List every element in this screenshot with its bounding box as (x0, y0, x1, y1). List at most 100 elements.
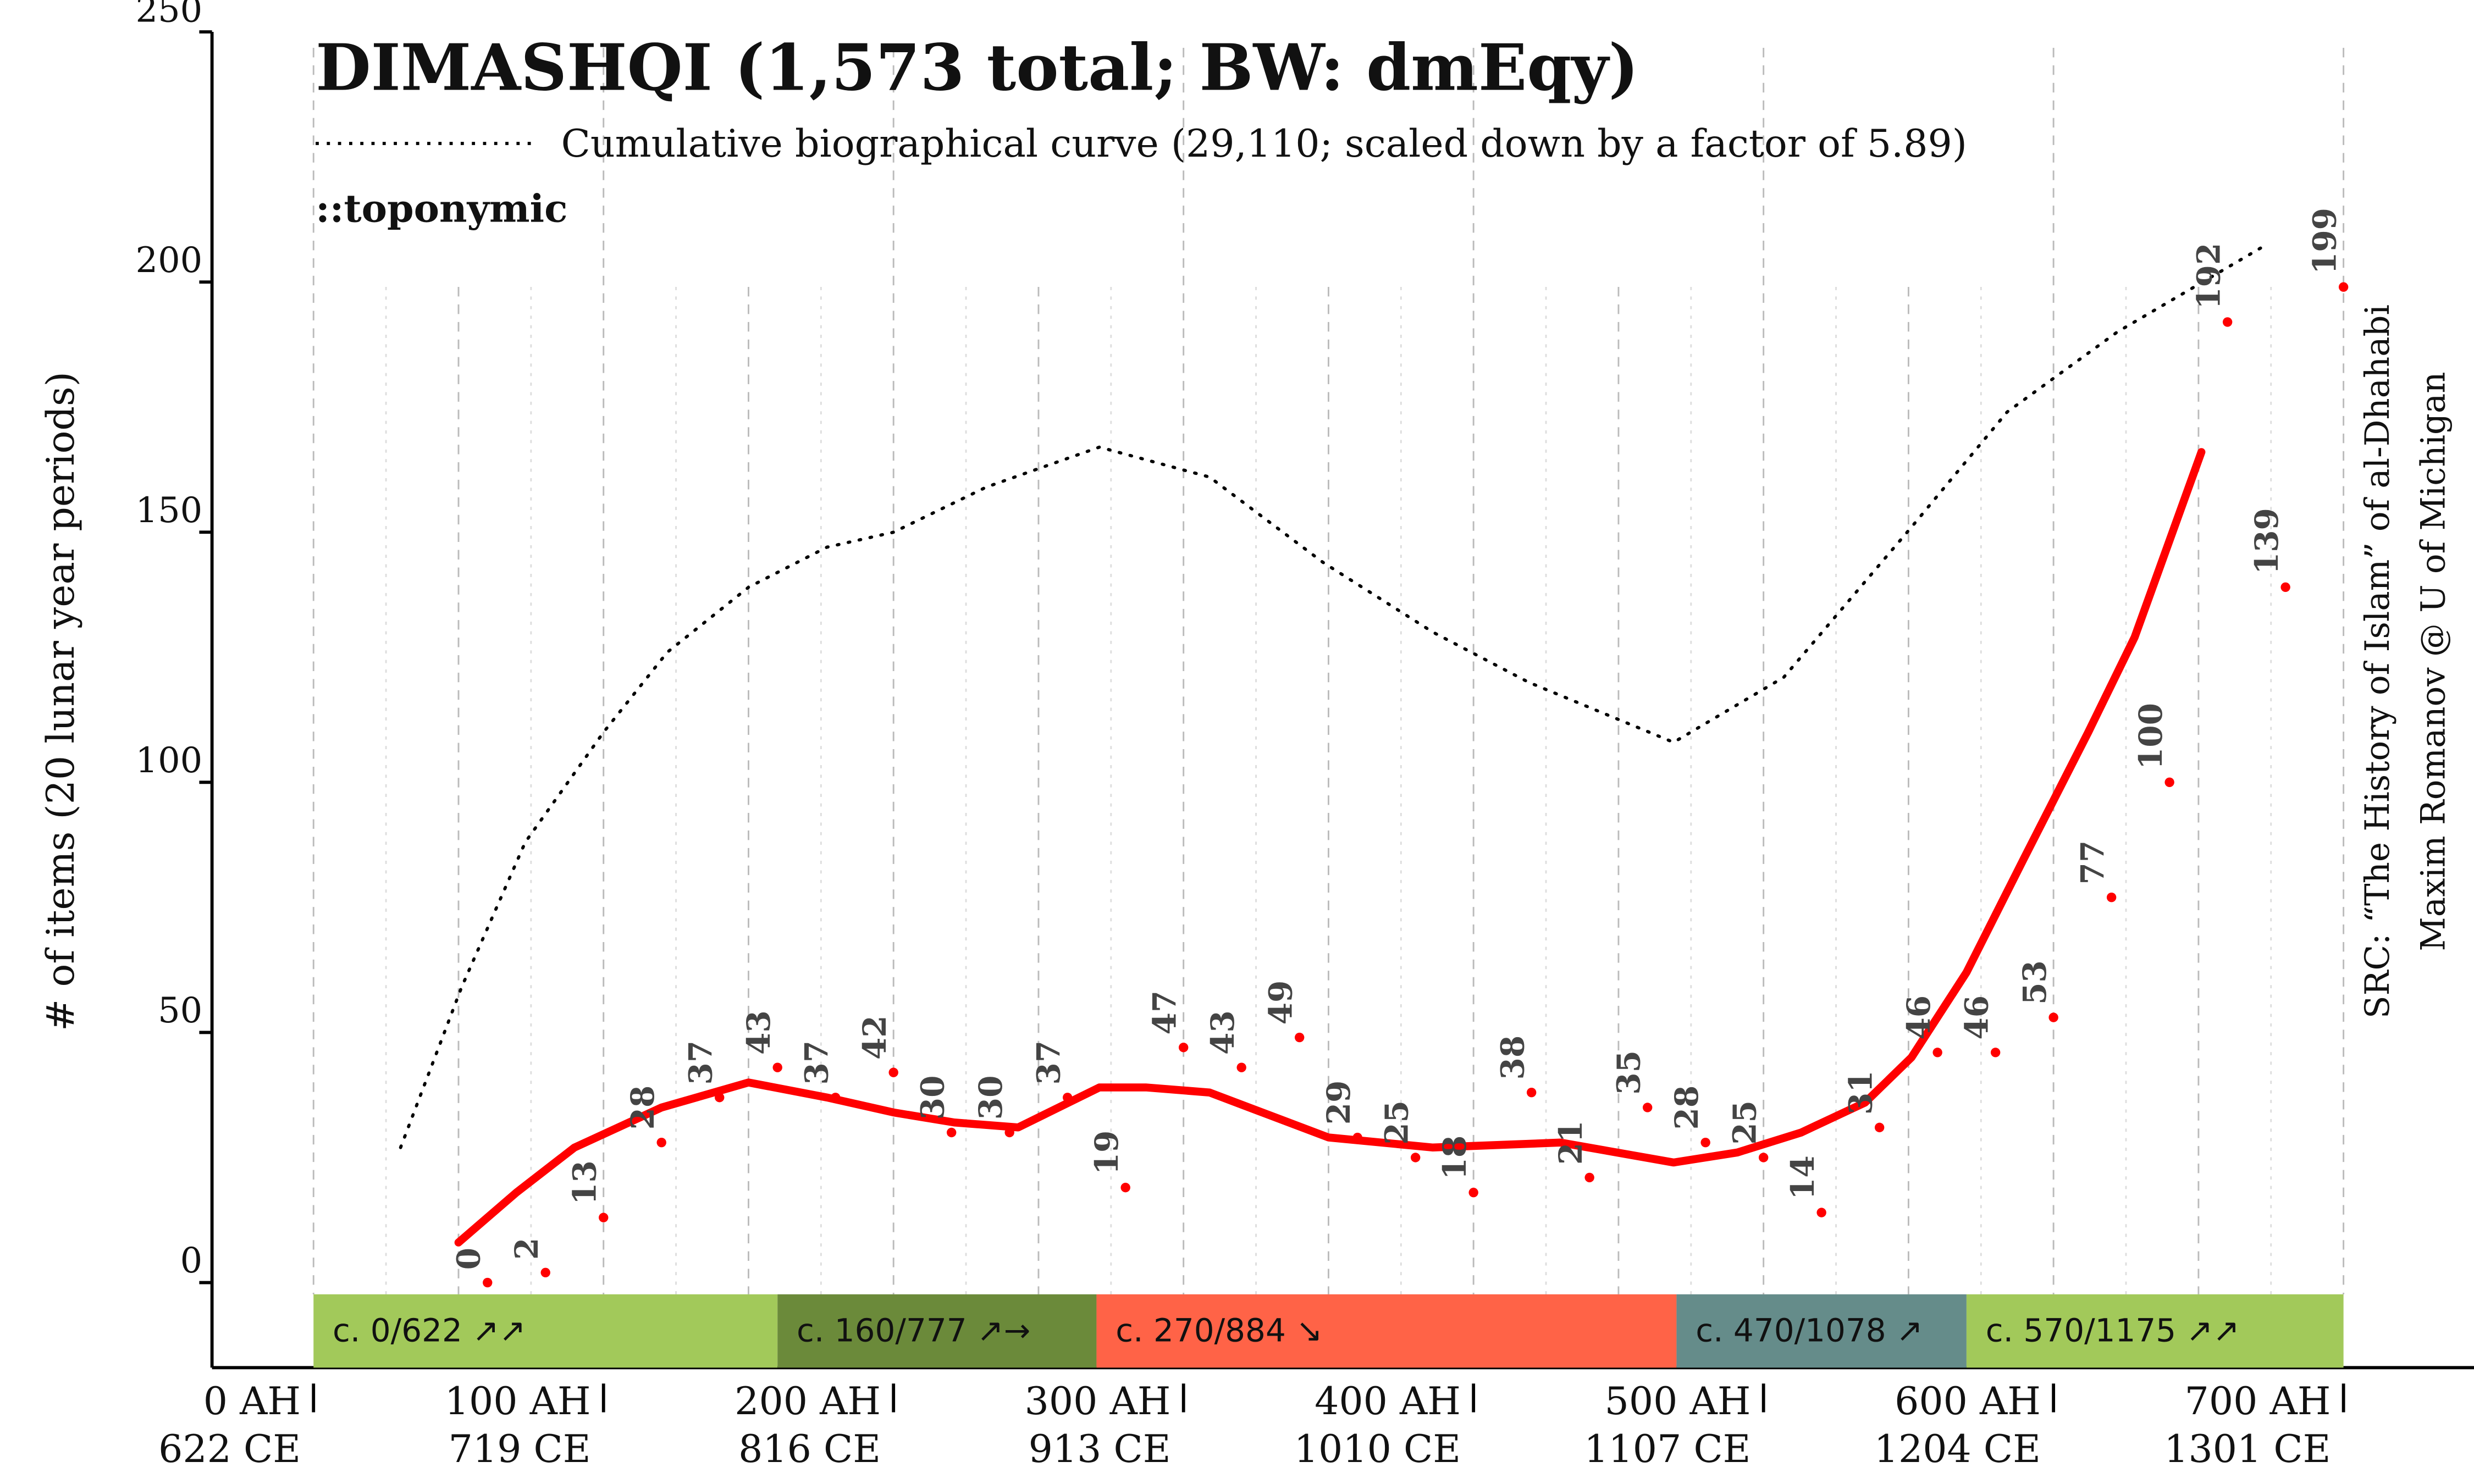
data-label: 192 (2190, 243, 2228, 309)
x-tick-label: 300 AH (1025, 1379, 1171, 1424)
data-point (1004, 1127, 1014, 1138)
x-tick-sublabel: 1204 CE (1874, 1427, 2041, 1471)
x-tick-label: 200 AH (735, 1379, 881, 1424)
x-tick-label: 400 AH (1315, 1379, 1461, 1424)
data-label: 37 (1030, 1040, 1068, 1085)
x-tick-label: 500 AH (1605, 1379, 1751, 1424)
data-label: 47 (1146, 990, 1184, 1035)
x-tick-sublabel: 1301 CE (2164, 1427, 2331, 1471)
data-label: 38 (1494, 1036, 1532, 1080)
x-tick-sublabel: 816 CE (738, 1427, 881, 1471)
data-label: 18 (1436, 1136, 1473, 1180)
data-point (831, 1093, 841, 1103)
data-label: 28 (1668, 1086, 1705, 1130)
data-point (2048, 1012, 2058, 1022)
period-label: c. 470/1078 ↗ (1696, 1312, 1923, 1349)
data-point (1120, 1182, 1130, 1193)
legend-label: Cumulative biographical curve (29,110; s… (561, 121, 1967, 166)
y-axis-label: # of items (20 lunar year periods) (38, 372, 83, 1031)
data-label: 14 (1784, 1155, 1821, 1200)
data-label: 35 (1610, 1050, 1648, 1095)
data-point (1236, 1062, 1246, 1072)
period-band (1096, 1294, 1677, 1368)
data-point (2338, 282, 2349, 292)
period-label: c. 270/884 ↘ (1115, 1312, 1323, 1349)
data-label: 25 (1726, 1100, 1764, 1145)
data-point (483, 1277, 493, 1288)
y-tick-label: 50 (158, 990, 202, 1031)
source-note: SRC: “The History of Islam” of al-Dhahab… (2358, 304, 2397, 1018)
data-point (2106, 892, 2117, 902)
data-label: 13 (566, 1160, 604, 1205)
x-tick-sublabel: 913 CE (1029, 1427, 1171, 1471)
x-tick-label: 0 AH (203, 1379, 301, 1424)
data-label: 43 (1204, 1010, 1241, 1055)
data-label: 31 (1842, 1070, 1880, 1115)
data-label: 77 (2074, 840, 2112, 885)
data-point (1468, 1188, 1478, 1198)
author-note: Maxim Romanov @ U of Michigan (2414, 372, 2453, 951)
data-point (1584, 1172, 1594, 1183)
data-label: 42 (856, 1015, 893, 1060)
data-point (1642, 1103, 1653, 1112)
data-point (1816, 1208, 1826, 1217)
data-label: 28 (624, 1086, 661, 1130)
data-label: 37 (798, 1040, 836, 1085)
data-label: 19 (1088, 1131, 1125, 1175)
data-point (1410, 1153, 1421, 1162)
period-band (777, 1294, 1097, 1368)
period-band (1676, 1294, 1967, 1368)
data-label: 139 (2248, 508, 2285, 574)
data-label: 53 (2016, 960, 2053, 1005)
data-label: 199 (2306, 208, 2344, 274)
data-point (540, 1267, 550, 1278)
data-label: 43 (740, 1010, 777, 1055)
data-label: 0 (450, 1248, 488, 1270)
x-tick-label: 600 AH (1895, 1379, 2041, 1424)
data-point (2164, 777, 2174, 788)
period-label: c. 160/777 ↗→ (797, 1312, 1030, 1349)
data-label: 46 (1900, 995, 1937, 1040)
data-label: 100 (2132, 703, 2169, 769)
y-tick-label: 0 (180, 1241, 203, 1281)
x-tick-sublabel: 622 CE (158, 1427, 301, 1471)
y-tick-label: 250 (135, 0, 202, 31)
subtitle: ::toponymic (316, 187, 567, 231)
data-point (2280, 582, 2290, 593)
data-point (1874, 1122, 1885, 1133)
data-point (2222, 317, 2233, 327)
period-label: c. 0/622 ↗↗ (333, 1312, 526, 1349)
data-point (1063, 1093, 1073, 1103)
x-tick-label: 700 AH (2185, 1379, 2331, 1424)
data-label: 29 (1320, 1081, 1357, 1125)
data-point (715, 1093, 725, 1103)
data-point (1990, 1048, 2001, 1057)
data-point (1700, 1137, 1710, 1148)
data-point (1352, 1132, 1362, 1143)
data-point (772, 1062, 782, 1072)
data-label: 49 (1262, 981, 1300, 1025)
data-point (947, 1127, 957, 1138)
data-point (1932, 1048, 1942, 1057)
data-label: 46 (1958, 995, 1996, 1040)
data-label: 25 (1378, 1100, 1416, 1145)
data-label: 30 (914, 1076, 952, 1120)
period-band (313, 1294, 778, 1368)
x-tick-sublabel: 1010 CE (1294, 1427, 1461, 1471)
data-label: 2 (508, 1238, 545, 1260)
data-point (599, 1212, 609, 1222)
cumulative-line (399, 245, 2264, 1149)
y-tick-label: 150 (135, 490, 202, 531)
y-tick-label: 200 (135, 240, 202, 281)
period-label: c. 570/1175 ↗↗ (1986, 1312, 2240, 1349)
data-point (1526, 1087, 1537, 1098)
x-tick-sublabel: 1107 CE (1584, 1427, 1750, 1471)
data-label: 21 (1552, 1120, 1589, 1165)
x-tick-label: 100 AH (445, 1379, 591, 1424)
chart-title: DIMASHQI (1,573 total; BW: dmEqy) (316, 30, 1639, 105)
data-label: 37 (682, 1040, 720, 1085)
data-point (1758, 1153, 1769, 1162)
trend-line (454, 448, 2206, 1247)
